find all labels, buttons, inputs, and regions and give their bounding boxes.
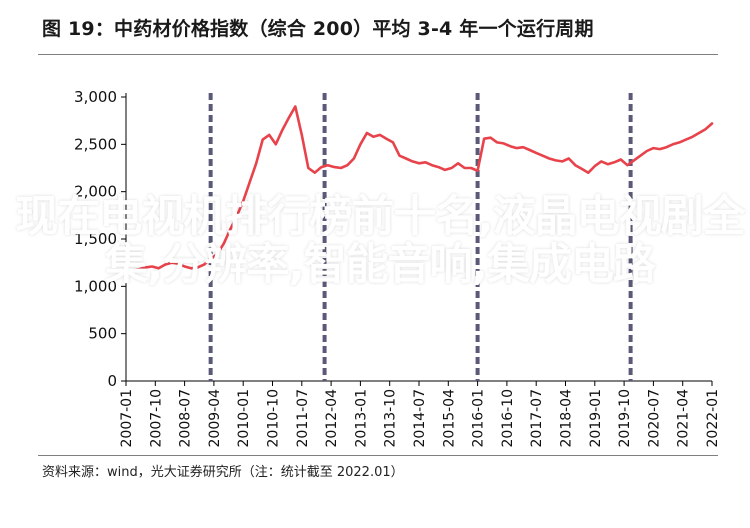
overlay-text: 现在电视机排行榜前十名,液晶电视剧全集,分辨率,智能音响,集成电路 xyxy=(15,192,745,290)
chart-axes: 0 500 1,000 1,500 2,000 2,500 3,000 2007-01 2007… xyxy=(74,88,721,448)
x-tick-label: 2010-10 xyxy=(266,389,282,448)
x-tick-label: 2018-04 xyxy=(559,389,575,448)
y-tick-label: 1,500 xyxy=(74,230,117,248)
x-tick-label: 2011-07 xyxy=(295,389,311,448)
y-tick-label: 3,000 xyxy=(74,88,117,106)
x-tick-label: 2012-04 xyxy=(324,389,340,448)
x-tick-label: 2007-10 xyxy=(148,389,164,448)
x-tick-label: 2017-07 xyxy=(529,389,545,448)
x-tick-label: 2020-07 xyxy=(646,389,662,448)
x-tick-label: 2016-10 xyxy=(500,389,516,448)
footer-divider xyxy=(38,455,718,456)
y-tick-label: 0 xyxy=(107,372,117,390)
x-tick-label: 2010-01 xyxy=(236,389,252,448)
x-tick-label: 2022-01 xyxy=(705,389,721,448)
x-tick-label: 2013-10 xyxy=(383,389,399,448)
series-line xyxy=(124,105,714,274)
x-tick-label: 2013-01 xyxy=(353,389,369,448)
cycle-markers xyxy=(208,93,633,381)
x-tick-label: 2009-04 xyxy=(207,389,223,448)
source-note: 资料来源：wind，光大证券研究所（注：统计截至 2022.01） xyxy=(42,465,404,480)
chart-title: 图 19：中药材价格指数（综合 200）平均 3-4 年一个运行周期 xyxy=(42,18,594,40)
chart-series xyxy=(124,105,714,274)
y-tick-label: 500 xyxy=(88,325,117,343)
x-tick-label: 2014-07 xyxy=(412,389,428,448)
x-tick-label: 2008-07 xyxy=(178,389,194,448)
x-tick-label: 2021-04 xyxy=(676,389,692,448)
x-tick-label: 2007-01 xyxy=(119,389,135,448)
title-divider xyxy=(38,54,718,55)
x-tick-label: 2016-01 xyxy=(471,389,487,448)
x-tick-label: 2015-04 xyxy=(441,389,457,448)
x-tick-label: 2019-01 xyxy=(588,389,604,448)
y-tick-label: 2,000 xyxy=(74,183,117,201)
y-tick-label: 2,500 xyxy=(74,135,117,153)
y-tick-label: 1,000 xyxy=(74,277,117,295)
x-tick-label: 2019-10 xyxy=(617,389,633,448)
